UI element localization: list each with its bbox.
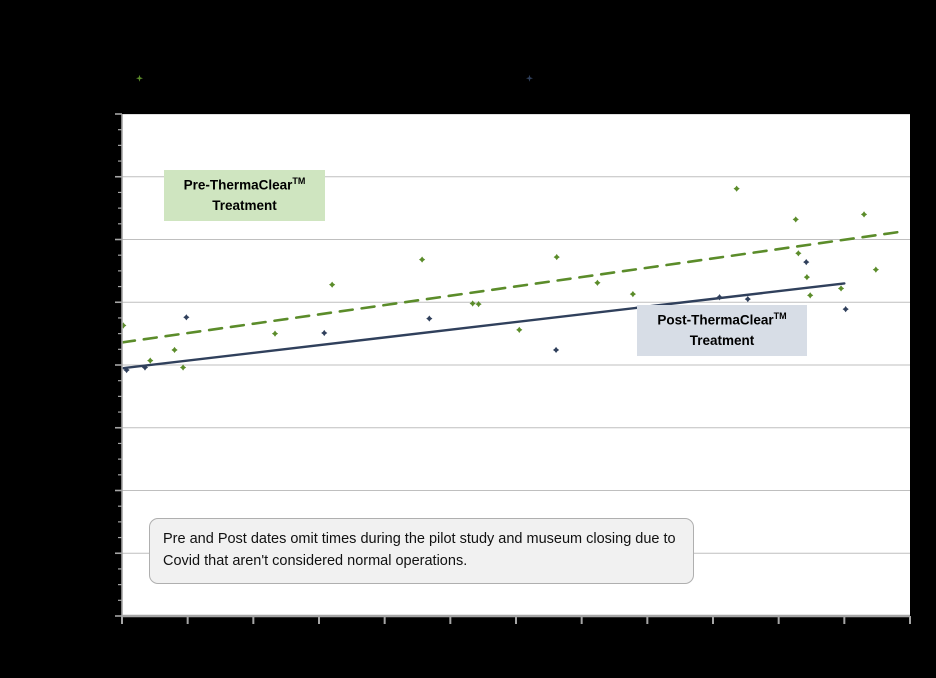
data-point <box>426 315 433 322</box>
data-point <box>860 211 868 218</box>
data-point <box>795 250 802 257</box>
data-point <box>183 314 190 321</box>
annotation-post-line1: Post-ThermaClear <box>657 312 774 328</box>
data-point <box>733 185 740 192</box>
data-point <box>594 279 601 286</box>
data-point <box>122 322 127 329</box>
data-point <box>147 357 154 364</box>
data-point <box>329 281 336 288</box>
plot-canvas <box>122 114 910 616</box>
data-point <box>716 294 723 301</box>
data-point <box>792 216 799 223</box>
data-point <box>171 346 178 354</box>
trendlines <box>122 230 905 370</box>
annotation-post-treatment: Post-ThermaClearTM Treatment <box>637 305 807 356</box>
data-point <box>807 292 814 299</box>
annotation-post-line2: Treatment <box>689 332 755 348</box>
data-point <box>469 300 476 307</box>
x-axis-title: Date <box>430 640 459 655</box>
data-point <box>179 364 187 371</box>
data-point <box>744 296 751 303</box>
legend-marker-post-icon <box>526 74 533 82</box>
data-point <box>418 256 426 263</box>
legend-item-pre[interactable]: Pre-ThermaClear™ Treatment <box>136 72 319 85</box>
chart-title: Gallery Temperature Trend Before and Aft… <box>300 26 798 43</box>
trendline <box>122 282 846 370</box>
annotation-pre-line2: Treatment <box>212 197 277 213</box>
data-point <box>837 285 845 292</box>
y-axis-title: Temperature <box>34 222 49 300</box>
annotation-pre-trademark: TM <box>292 176 306 186</box>
data-point <box>629 290 636 298</box>
data-point <box>803 274 811 281</box>
legend-label-post: Post-ThermaClear™ Treatment <box>540 71 715 85</box>
trendline <box>122 230 905 344</box>
data-point <box>872 266 879 273</box>
annotation-pre-line1: Pre-ThermaClear <box>183 177 293 193</box>
data-point <box>123 366 130 374</box>
data-point <box>516 326 523 333</box>
annotation-post-trademark: TM <box>773 311 787 321</box>
chart-legend: Pre-ThermaClear™ Treatment Post-ThermaCl… <box>0 68 936 98</box>
data-points <box>122 185 879 374</box>
data-point <box>321 329 328 337</box>
data-point <box>475 301 482 308</box>
data-point <box>141 364 149 371</box>
y-axis <box>115 113 123 617</box>
annotation-pre-treatment: Pre-ThermaClearTM Treatment <box>164 170 325 221</box>
data-point <box>271 330 279 337</box>
data-point <box>842 306 849 313</box>
data-point <box>803 258 810 266</box>
legend-item-post[interactable]: Post-ThermaClear™ Treatment <box>526 72 714 85</box>
legend-marker-pre-icon <box>136 74 143 82</box>
data-point <box>552 346 560 354</box>
caption-callout: Pre and Post dates omit times during the… <box>149 518 694 584</box>
data-point <box>553 253 560 261</box>
x-axis <box>121 614 911 624</box>
legend-label-pre: Pre-ThermaClear™ Treatment <box>150 71 319 85</box>
